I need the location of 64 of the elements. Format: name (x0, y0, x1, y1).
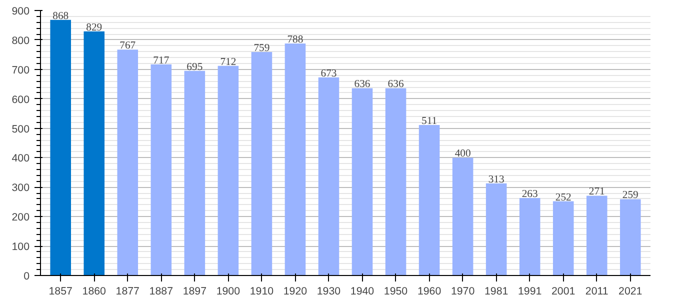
x-tick-label: 1960 (417, 286, 442, 298)
x-tick-label: 1970 (450, 286, 475, 298)
x-tick-label: 1930 (316, 286, 341, 298)
bar (84, 31, 105, 276)
bar (418, 125, 440, 276)
y-tick-label: 600 (12, 94, 30, 106)
y-tick-label: 900 (12, 6, 30, 18)
bar (117, 50, 138, 276)
x-tick-label: 1860 (82, 286, 106, 298)
y-tick-label: 100 (12, 241, 30, 254)
y-tick-label: 200 (12, 212, 30, 224)
x-tick-label: 1900 (216, 286, 240, 298)
bar (50, 20, 71, 276)
data-label: 400 (454, 148, 471, 160)
data-label: 767 (120, 40, 136, 52)
data-label: 636 (388, 79, 404, 90)
x-tick-label: 1897 (182, 286, 207, 298)
data-label: 259 (622, 190, 638, 202)
data-label: 829 (86, 22, 102, 34)
x-tick-label: 1950 (384, 286, 408, 298)
bar (184, 70, 206, 276)
y-tick-label: 500 (12, 123, 30, 136)
y-tick-label: 300 (12, 182, 30, 194)
bar (284, 43, 306, 276)
data-label: 636 (354, 79, 371, 90)
bar (452, 158, 474, 276)
y-tick-label: 400 (12, 152, 30, 165)
bar (519, 198, 540, 276)
y-tick-label: 700 (12, 64, 30, 76)
x-tick-label: 1877 (116, 286, 140, 298)
bar (218, 66, 239, 276)
bar (552, 201, 574, 276)
data-label: 788 (287, 34, 304, 46)
y-tick-label: 800 (12, 34, 30, 47)
data-label: 673 (320, 68, 337, 80)
x-tick-label: 1981 (484, 286, 508, 298)
data-label: 252 (555, 192, 572, 204)
bar (620, 199, 641, 276)
x-tick-label: 2011 (585, 286, 608, 298)
x-tick-label: 1920 (283, 286, 308, 298)
data-label: 313 (488, 174, 504, 186)
bar (352, 88, 373, 276)
x-tick-label: 1887 (149, 286, 174, 298)
y-tick-label: 0 (24, 270, 30, 282)
x-tick-label: 1857 (48, 286, 73, 298)
data-label: 712 (220, 56, 236, 68)
x-tick-label: 1940 (350, 286, 374, 298)
data-label: 717 (153, 55, 170, 66)
bar (318, 77, 340, 276)
bar (385, 88, 406, 276)
bar (150, 64, 172, 276)
data-label: 868 (52, 10, 69, 22)
bar (251, 52, 272, 276)
data-label: 695 (186, 62, 203, 73)
x-tick-label: 1991 (518, 286, 542, 298)
x-tick-label: 2001 (552, 286, 576, 298)
x-tick-label: 2021 (618, 286, 642, 298)
data-label: 511 (421, 116, 438, 128)
data-label: 263 (522, 189, 538, 200)
bar (586, 196, 608, 276)
x-tick-label: 1910 (250, 286, 274, 298)
bar (486, 183, 507, 276)
data-label: 271 (588, 186, 605, 198)
data-label: 759 (254, 43, 270, 54)
